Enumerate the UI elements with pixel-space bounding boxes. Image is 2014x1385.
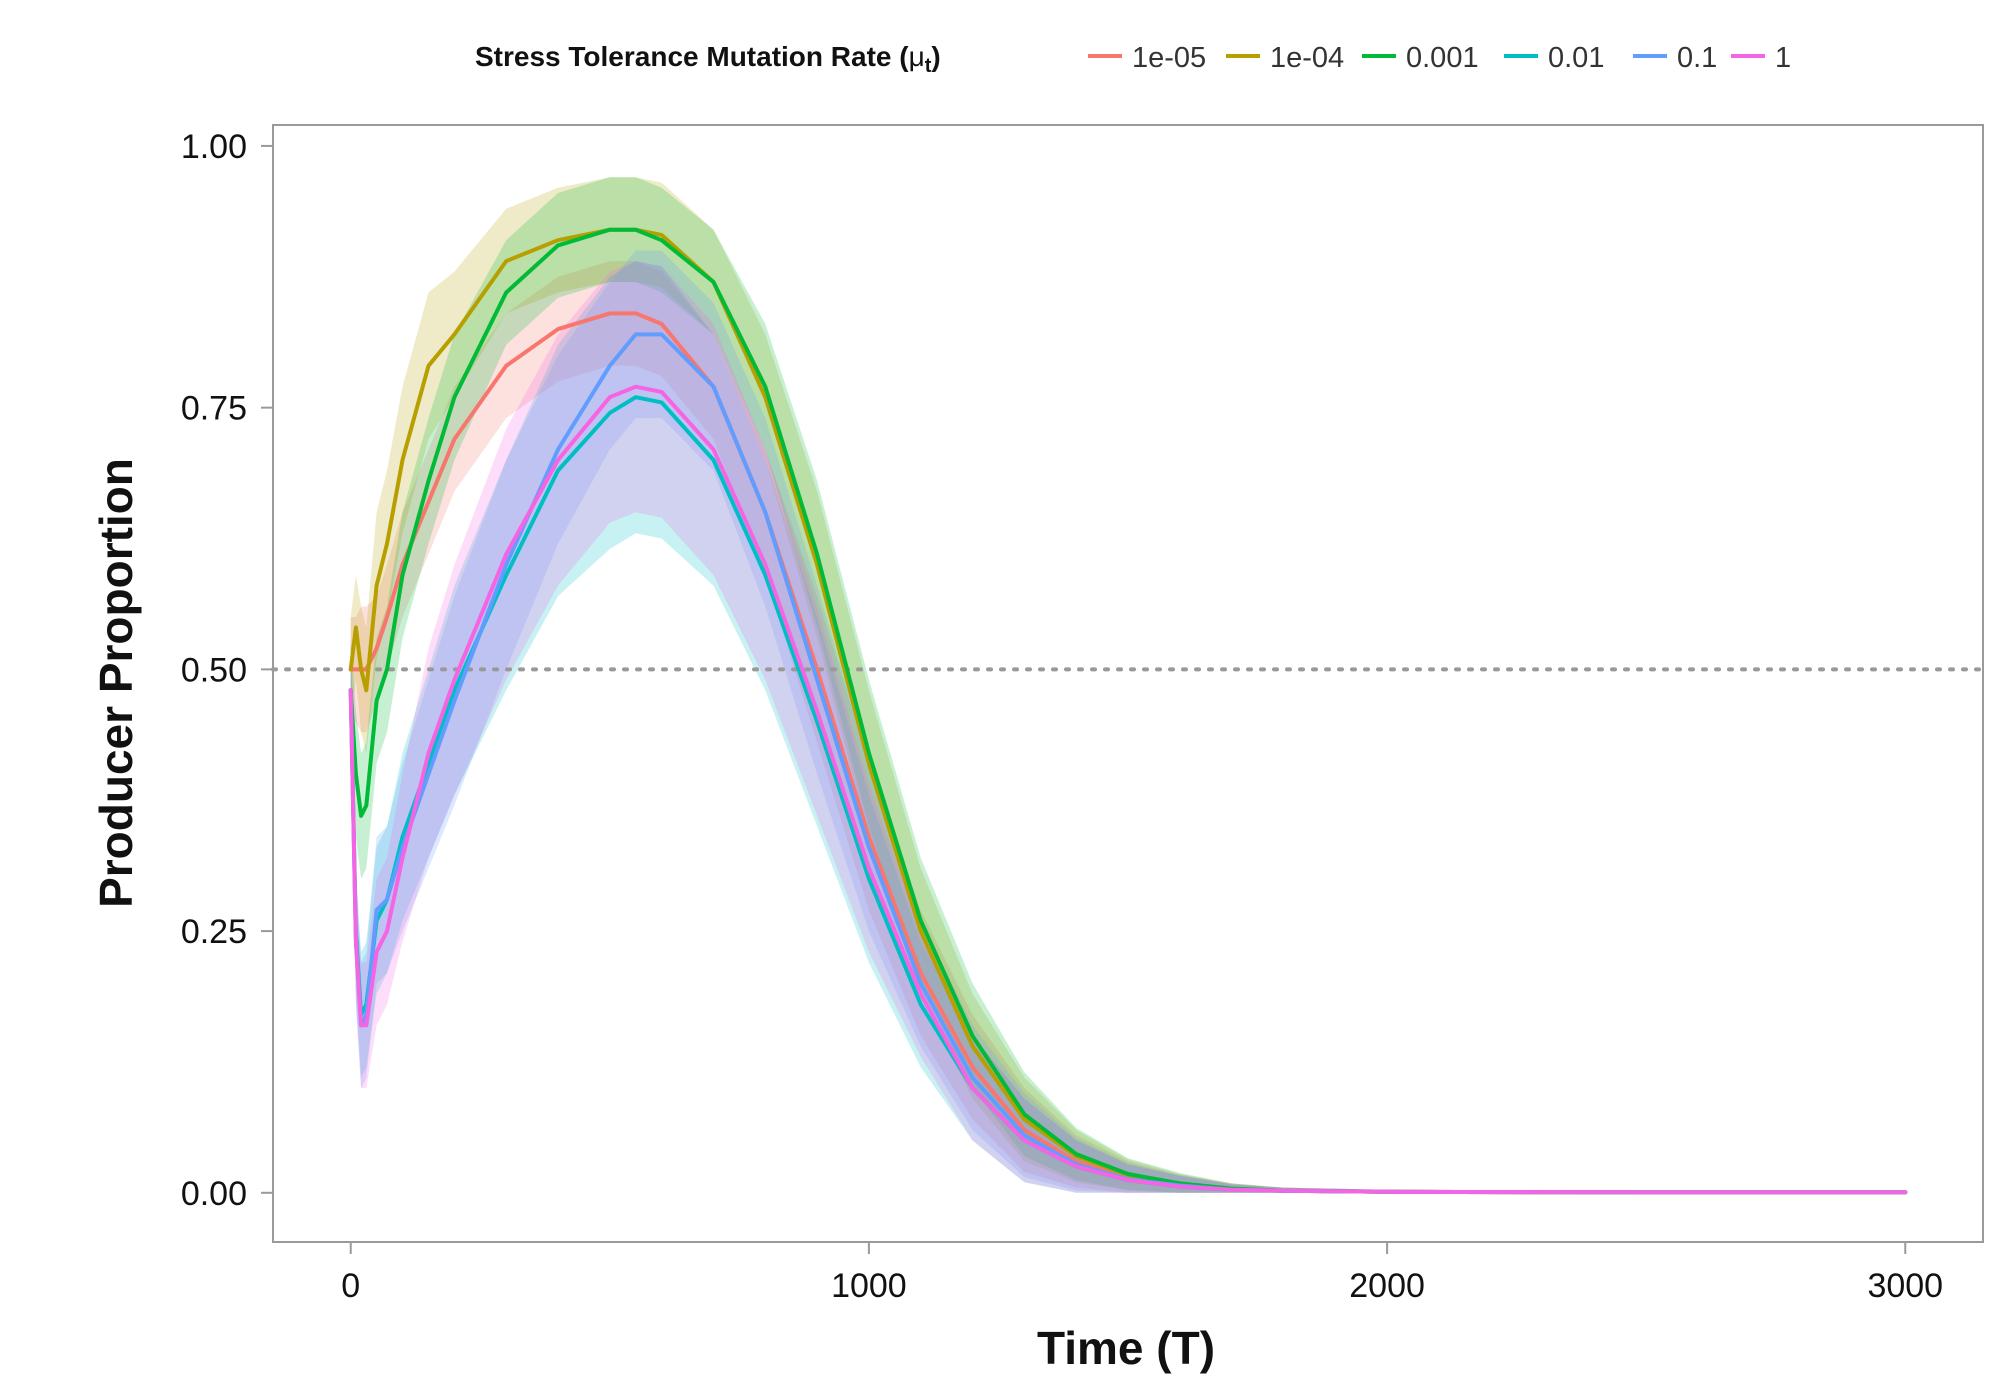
series-0-01-band xyxy=(350,261,1906,1193)
legend-label: 0.01 xyxy=(1548,42,1604,74)
y-tick-label: 0.25 xyxy=(181,913,247,951)
series-0-1-band xyxy=(350,250,1906,1193)
legend-title-close: ) xyxy=(931,41,940,72)
y-tick-label: 0.00 xyxy=(181,1175,247,1213)
x-axis: 0 1000 2000 3000 xyxy=(341,1242,1943,1305)
x-tick-label: 3000 xyxy=(1867,1267,1943,1305)
series-1-band xyxy=(350,261,1906,1193)
legend: Stress Tolerance Mutation Rate (μt) 1e-0… xyxy=(475,41,1791,77)
series-1e-05-band xyxy=(350,261,1906,1193)
y-tick-label: 0.75 xyxy=(181,390,247,428)
legend-label: 0.1 xyxy=(1677,42,1717,74)
y-axis-title: Producer Proportion xyxy=(90,458,142,908)
series-1e-04-band xyxy=(350,177,1906,1193)
confidence-bands xyxy=(350,177,1906,1193)
x-axis-title: Time (T) xyxy=(1037,1322,1215,1374)
series-1-line xyxy=(348,384,1908,1195)
legend-label: 1 xyxy=(1775,42,1791,74)
legend-title-main: Stress Tolerance Mutation Rate ( xyxy=(475,41,909,72)
series-lines xyxy=(348,227,1908,1195)
plot-panel-border xyxy=(272,124,1984,1243)
y-tick-label: 0.50 xyxy=(181,651,247,689)
legend-label: 1e-04 xyxy=(1270,42,1344,74)
legend-title-symbol: μ xyxy=(909,41,925,72)
y-tick-label: 1.00 xyxy=(181,128,247,166)
x-tick-label: 2000 xyxy=(1349,1267,1425,1305)
series-0-001-band xyxy=(350,177,1906,1193)
y-axis: 0.00 0.25 0.50 0.75 1.00 xyxy=(181,128,273,1213)
legend-title-subscript: t xyxy=(925,55,932,77)
legend-items: 1e-05 1e-04 0.001 0.01 0.1 1 xyxy=(1088,42,1791,74)
legend-title: Stress Tolerance Mutation Rate (μt) xyxy=(475,41,941,77)
legend-label: 0.001 xyxy=(1406,42,1479,74)
legend-label: 1e-05 xyxy=(1132,42,1206,74)
x-tick-label: 1000 xyxy=(831,1267,907,1305)
x-tick-label: 0 xyxy=(341,1267,360,1305)
